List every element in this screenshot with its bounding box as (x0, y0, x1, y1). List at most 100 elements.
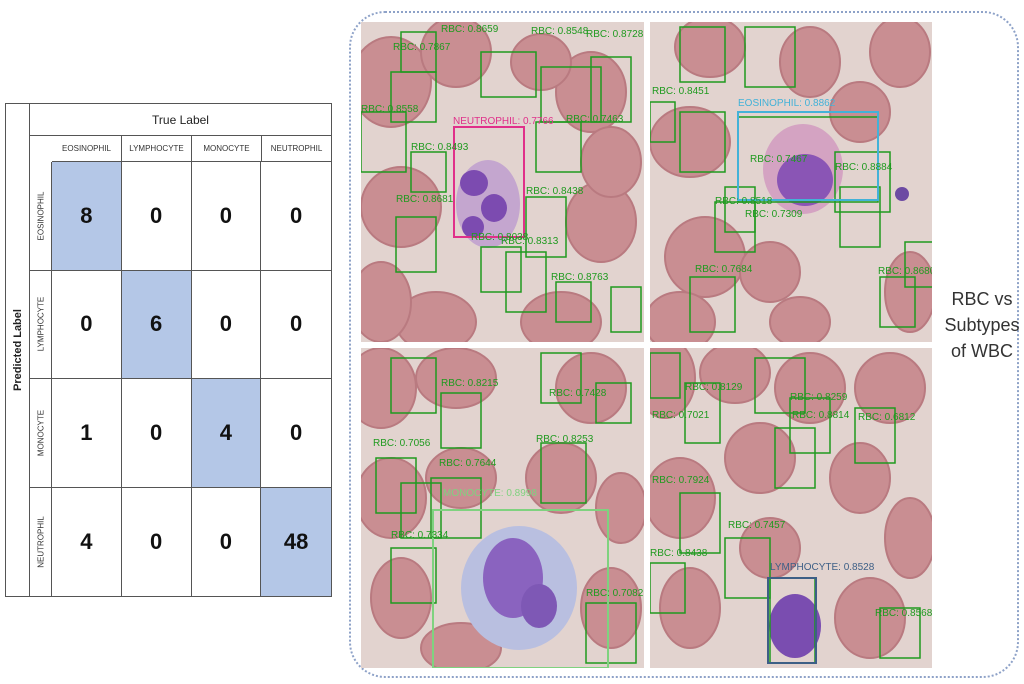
detection-box (390, 357, 437, 414)
side-caption-line: RBC vs (951, 289, 1013, 309)
detection-box (610, 286, 642, 333)
rbc-cell (659, 567, 721, 649)
col-header-monocyte: MONOCYTE (192, 136, 262, 161)
cell-1-2: 0 (191, 270, 262, 379)
wbc-detection-box (432, 509, 609, 668)
detection-box (689, 276, 736, 333)
cell-1-0: 0 (52, 270, 122, 379)
detection-boxes: RBC: 0.8451 EOSINOPHIL: 0.8862 RBC: 0.7467… (650, 26, 932, 333)
rbc-cell (361, 261, 412, 342)
wbc-nucleus (460, 170, 488, 196)
rbc-cell (724, 422, 796, 494)
rbc-cell (650, 457, 716, 539)
column-headers: EOSINOPHIL LYMPHOCYTE MONOCYTE NEUTROPHI… (52, 136, 331, 162)
rbc-cell (884, 251, 932, 333)
cell-0-0: 8 (52, 162, 122, 271)
detection-box (535, 121, 582, 173)
detection-box (540, 352, 582, 404)
wbc-nucleus (462, 216, 484, 238)
detection-image-4: RBC: 0.8129 RBC: 0.8259 RBC: 0.7021 RBC: 0.… (650, 348, 932, 668)
detection-image-2: RBC: 0.8451 EOSINOPHIL: 0.8862 RBC: 0.7467… (650, 22, 932, 342)
detection-box (400, 31, 437, 73)
true-axis-label: True Label (30, 104, 331, 136)
detection-box (789, 397, 831, 454)
detection-label: RBC: 0.8259 (790, 392, 848, 403)
rbc-cell (774, 352, 846, 424)
detection-box (505, 251, 547, 313)
detection-box (585, 602, 637, 664)
detection-label: RBC: 0.8313 (501, 236, 559, 247)
predicted-axis-label: Predicted Label (11, 309, 24, 391)
detection-label: RBC: 0.8451 (652, 86, 710, 97)
rbc-cell (361, 166, 442, 248)
detection-box (525, 196, 567, 258)
detection-label: RBC: 0.8548 (531, 26, 589, 37)
detection-label: RBC: 0.7684 (695, 264, 753, 275)
cell-3-1: 0 (122, 487, 192, 596)
rbc-cell (699, 348, 771, 404)
detection-box (395, 216, 437, 273)
detection-label: RBC: 0.8493 (411, 142, 469, 153)
rbc-cell (869, 22, 931, 88)
cell-2-1: 0 (121, 379, 192, 488)
detection-box (410, 151, 447, 193)
detection-label: RBC: 0.7467 (750, 154, 808, 165)
col-header-eosinophil: EOSINOPHIL (52, 136, 122, 161)
col-header-lymphocyte: LYMPHOCYTE (122, 136, 192, 161)
detection-box (650, 562, 686, 614)
detection-label: RBC: 0.8568 (875, 608, 932, 619)
detection-box (430, 477, 482, 539)
rbc-cell (361, 348, 417, 429)
cell-3-3: 48 (261, 487, 331, 596)
detection-label: RBC: 0.8763 (551, 272, 609, 283)
detection-label: RBC: 0.7457 (728, 520, 786, 531)
side-caption-line: of WBC (950, 341, 1013, 361)
predicted-axis-column: Predicted Label (6, 104, 30, 596)
detection-box (854, 407, 896, 464)
rbc-cell (829, 442, 891, 514)
wbc-detection-box (767, 577, 817, 664)
detection-box (650, 101, 676, 143)
rbc-cell (650, 106, 731, 178)
row-header-neutrophil: NEUTROPHIL (36, 515, 46, 568)
detection-label: RBC: 0.8129 (685, 382, 743, 393)
detection-box (555, 281, 592, 323)
detection-label: RBC: 0.8438 (650, 548, 708, 559)
detection-label: RBC: 0.7428 (549, 388, 607, 399)
detection-box (684, 382, 721, 444)
rbc-cell (370, 557, 432, 639)
detection-label: RBC: 0.7334 (391, 530, 449, 541)
cell-0-3: 0 (261, 162, 331, 271)
rbc-cell (520, 291, 602, 342)
detection-box (440, 392, 482, 449)
detection-box (679, 26, 726, 83)
detection-label: RBC: 0.8659 (441, 24, 499, 35)
wbc-nucleus (481, 194, 507, 222)
row-header-eosinophil: EOSINOPHIL (30, 162, 52, 271)
detection-box (361, 111, 407, 173)
detection-box (754, 357, 806, 414)
detection-box (714, 201, 756, 253)
detection-box (679, 492, 721, 554)
detection-label: RBC: 0.7924 (652, 475, 710, 486)
detection-box (724, 537, 771, 599)
row-header-monocyte: MONOCYTE (30, 379, 52, 488)
detection-box (904, 241, 932, 288)
detection-box (375, 457, 417, 514)
detection-label: RBC: 0.8680 (878, 266, 932, 277)
detection-box (774, 427, 816, 489)
cell-0-2: 0 (191, 162, 262, 271)
rbc-cells (361, 22, 642, 342)
cell-1-3: 0 (261, 271, 331, 379)
detection-label: RBC: 0.7463 (566, 114, 624, 125)
detection-box (879, 607, 921, 659)
detection-label: RBC: 0.7309 (745, 209, 803, 220)
detection-box (834, 151, 891, 213)
cell-3-2: 0 (192, 487, 262, 596)
cell-2-2: 4 (191, 379, 262, 488)
detection-box (650, 352, 681, 399)
rbc-cells (650, 22, 932, 342)
rbc-cell (664, 216, 746, 298)
